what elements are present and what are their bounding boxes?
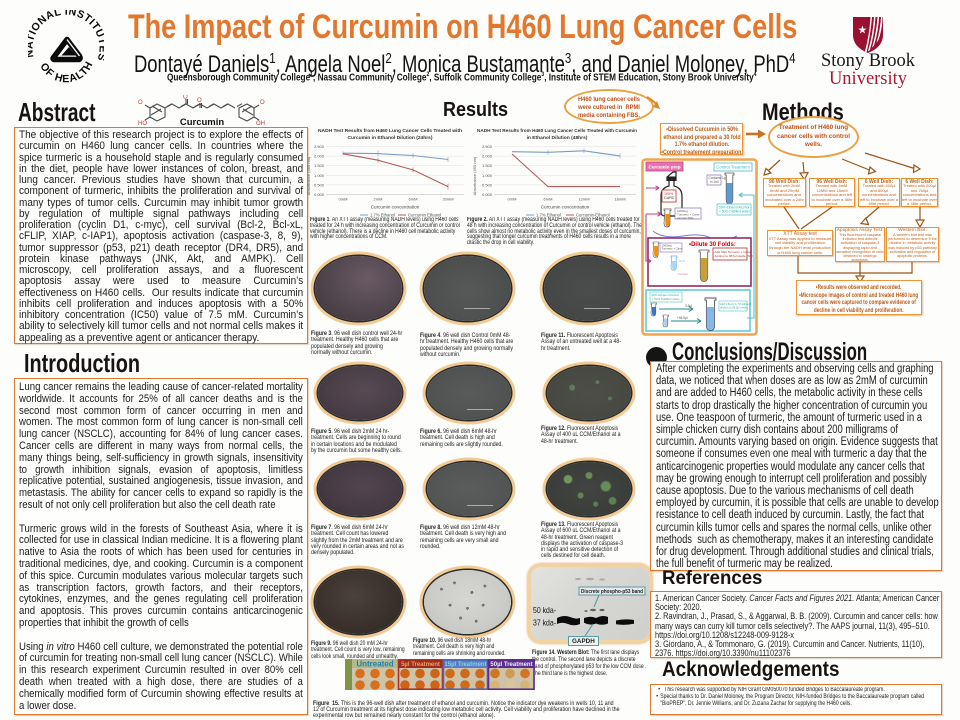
svg-text:+ 50% Distilled water: + 50% Distilled water (652, 297, 680, 301)
svg-text:1.000: 1.000 (482, 173, 493, 178)
svg-text:O: O (260, 100, 265, 106)
svg-text:15µl Treatment: 15µl Treatment (444, 662, 486, 668)
svg-text:0.500: 0.500 (314, 182, 325, 187)
svg-text:2.500: 2.500 (482, 144, 493, 149)
svg-text:6mM: 6mM (544, 197, 553, 202)
svg-text:6mM: 6mM (409, 197, 418, 202)
svg-text:OH: OH (256, 121, 265, 127)
svg-text:+ 50% Distilled water: + 50% Distilled water (719, 210, 751, 214)
svg-text:Curcumin in Ethanol Dilution (: Curcumin in Ethanol Dilution (24hrs) (347, 135, 432, 141)
svg-text:3.5µl: 3.5µl (685, 304, 692, 308)
svg-text:0.500: 0.500 (482, 182, 493, 187)
svg-text:Discrete phospho-p53 band: Discrete phospho-p53 band (581, 589, 643, 595)
svg-text:1000mg: 1000mg (662, 244, 673, 248)
svg-text:5µl Treatment: 5µl Treatment (401, 662, 440, 668)
svg-text:O: O (138, 100, 143, 106)
svg-text:in Ethanol Dilution (48hrs): in Ethanol Dilution (48hrs) (527, 135, 588, 141)
svg-text:Curcumin prep: Curcumin prep (648, 165, 680, 170)
svg-text:12mM: 12mM (578, 197, 589, 202)
svg-text:Alcohol to 967µl sterile H2O: Alcohol to 967µl sterile H2O (715, 254, 754, 258)
svg-text:dilution to 96.5µl media: dilution to 96.5µl media (720, 306, 748, 310)
svg-text:50% Ethanol Alcohol: 50% Ethanol Alcohol (719, 206, 750, 210)
svg-text:Turmeric + Cane: Turmeric + Cane (662, 247, 683, 251)
svg-text:1.7% Ethanol: 1.7% Ethanol (536, 213, 561, 218)
svg-text:in 1ml: in 1ml (710, 180, 719, 184)
svg-text:Curcumin-Ethanol: Curcumin-Ethanol (576, 213, 610, 218)
svg-text:O: O (197, 98, 202, 104)
svg-text:HO: HO (138, 121, 147, 127)
svg-text:2.000: 2.000 (314, 154, 325, 159)
svg-text:Add 3.5µl of 1.7% Ethanol: Add 3.5µl of 1.7% Ethanol (720, 302, 752, 306)
svg-text:0.000: 0.000 (314, 192, 325, 197)
svg-text:Curcumin concentration: Curcumin concentration (371, 205, 420, 210)
svg-text:NADH Test Results from H460 Lu: NADH Test Results from H460 Lung Cancer … (318, 128, 462, 134)
svg-text:O: O (183, 95, 188, 101)
svg-text:University: University (829, 69, 908, 89)
svg-text:H₂O: H₂O (679, 259, 685, 263)
svg-text:18mM: 18mM (614, 197, 625, 202)
svg-text:50 kda-: 50 kda- (533, 605, 556, 615)
svg-text:2.000: 2.000 (482, 154, 493, 159)
svg-text:2mM: 2mM (374, 197, 383, 202)
svg-text:Curcumin: Curcumin (180, 117, 225, 128)
svg-text:Alcohol 50%: Alcohol 50% (677, 216, 694, 220)
svg-text:20mM: 20mM (442, 197, 453, 202)
svg-text:★: ★ (858, 25, 868, 37)
svg-text:CURC: CURC (664, 196, 675, 200)
svg-text:Stony Brook: Stony Brook (821, 51, 916, 71)
svg-text:Control Treatment: Control Treatment (716, 165, 750, 170)
svg-text:50µl Treatment: 50µl Treatment (490, 662, 532, 668)
svg-text:37 kda-: 37 kda- (533, 618, 556, 628)
svg-text:Add 33µl Turmeric + Cane: Add 33µl Turmeric + Cane (715, 250, 751, 254)
svg-text:100%: 100% (664, 192, 674, 196)
svg-text:1.500: 1.500 (482, 163, 493, 168)
svg-text:Curcumin Ethanol: Curcumin Ethanol (408, 213, 441, 218)
svg-text:0mM: 0mM (508, 197, 517, 202)
svg-text:0.000: 0.000 (482, 192, 493, 197)
svg-text:1.500: 1.500 (314, 163, 325, 168)
svg-text:OF HEALTH: OF HEALTH (37, 59, 95, 84)
svg-text:NADH Test Results from H460 Lu: NADH Test Results from H460 Lung Cancer … (477, 128, 637, 134)
svg-text:50% Ethanol Alcohol: 50% Ethanol Alcohol (652, 293, 680, 297)
svg-text:Absorbance (450 nm): Absorbance (450 nm) (306, 156, 311, 195)
svg-text:Contains 1g: Contains 1g (709, 176, 726, 180)
svg-text:1000mg: 1000mg (677, 209, 688, 213)
svg-text:Untreated: Untreated (356, 659, 393, 668)
svg-text:Turmeric + Cane: Turmeric + Cane (677, 213, 700, 217)
svg-text:+7µl/1µl: +7µl/1µl (677, 272, 688, 276)
svg-text:•Dilute 30 Folds:: •Dilute 30 Folds: (689, 242, 736, 248)
svg-text:1.7% Ethanol: 1.7% Ethanol (370, 213, 395, 218)
svg-text:2.500: 2.500 (314, 144, 325, 149)
svg-text:0mM: 0mM (339, 197, 348, 202)
svg-text:Curcumin concentration: Curcumin concentration (541, 205, 590, 210)
svg-text:+96.5µl: +96.5µl (677, 316, 688, 320)
svg-text:Absorbance (450 nm): Absorbance (450 nm) (472, 156, 477, 195)
svg-text:1.000: 1.000 (314, 173, 325, 178)
